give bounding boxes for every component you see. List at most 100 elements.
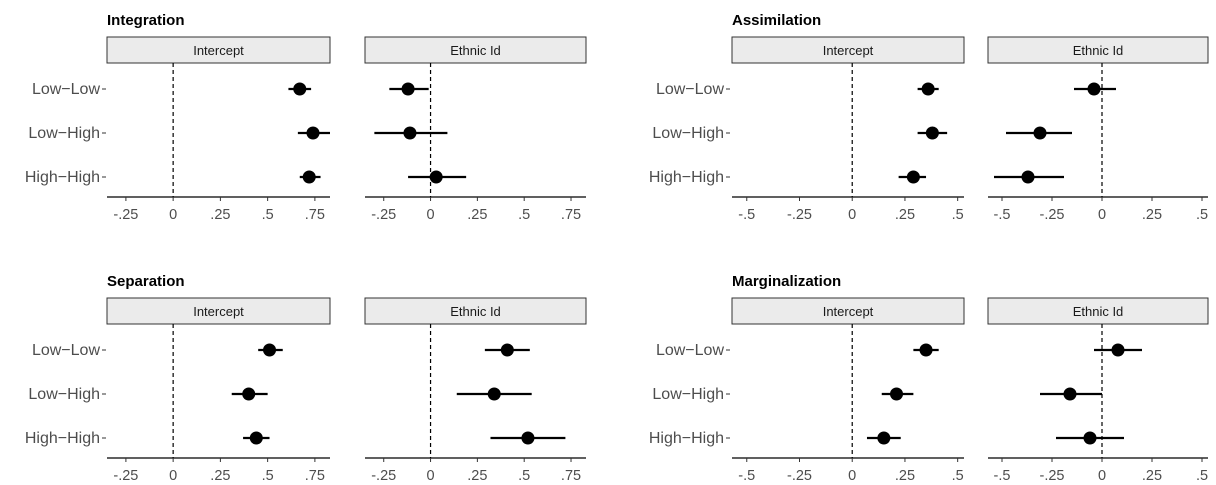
estimate-point bbox=[403, 126, 417, 140]
x-tick-label: 0 bbox=[427, 207, 435, 223]
strip-label: Ethnic Id bbox=[450, 304, 501, 319]
category-label: High−High bbox=[649, 169, 724, 186]
panel-ethnic-id: Ethnic Id -.25 0 .25 .5 .75 bbox=[364, 297, 587, 484]
strip-header bbox=[731, 36, 965, 64]
estimate-point bbox=[906, 170, 920, 184]
estimate-point bbox=[877, 431, 891, 445]
panel-intercept: Intercept -.25 0 .25 .5 .75 bbox=[106, 297, 331, 484]
x-tick-label: -.25 bbox=[371, 207, 396, 223]
panel-ethnic-id: Ethnic Id -.25 0 .25 .5 .75 bbox=[364, 36, 587, 223]
estimate-point bbox=[500, 343, 514, 357]
category-label: Low−High bbox=[652, 386, 724, 403]
estimate-point bbox=[1111, 343, 1125, 357]
strip-label: Intercept bbox=[823, 304, 874, 319]
estimate-point bbox=[429, 170, 443, 184]
strip-label: Intercept bbox=[823, 43, 874, 58]
x-tick-label: .25 bbox=[1142, 468, 1162, 484]
x-tick-label: -.25 bbox=[787, 468, 812, 484]
strip-label: Ethnic Id bbox=[1073, 43, 1124, 58]
x-tick-label: .5 bbox=[1196, 468, 1208, 484]
panel-ethnic-id: Ethnic Id -.5 -.25 0 .25 .5 bbox=[987, 36, 1209, 223]
x-tick-label: .5 bbox=[262, 468, 274, 484]
panel-intercept: Intercept -.5 -.25 0 .25 .5 bbox=[731, 297, 965, 484]
estimate-point bbox=[925, 126, 939, 140]
facet-block-integration: Integration Low−Low Low−High High−High Inter… bbox=[25, 12, 587, 223]
x-tick-label: 0 bbox=[169, 468, 177, 484]
strip-label: Intercept bbox=[193, 43, 244, 58]
strip-header bbox=[987, 297, 1209, 325]
x-tick-label: .25 bbox=[895, 207, 915, 223]
x-tick-label: .75 bbox=[561, 468, 581, 484]
x-tick-label: .25 bbox=[467, 207, 487, 223]
strip-label: Ethnic Id bbox=[450, 43, 501, 58]
estimate-point bbox=[890, 387, 904, 401]
strip-header bbox=[364, 36, 587, 64]
x-tick-label: -.5 bbox=[738, 207, 755, 223]
estimate-point bbox=[521, 431, 535, 445]
category-label: High−High bbox=[649, 430, 724, 447]
estimate-point bbox=[302, 170, 316, 184]
estimate-point bbox=[1033, 126, 1047, 140]
x-tick-label: 0 bbox=[848, 468, 856, 484]
strip-header bbox=[364, 297, 587, 325]
estimate-point bbox=[249, 431, 263, 445]
x-tick-label: .5 bbox=[518, 468, 530, 484]
x-tick-label: -.25 bbox=[1040, 207, 1065, 223]
category-label: Low−High bbox=[28, 125, 100, 142]
strip-header bbox=[731, 297, 965, 325]
chart-title: Assimilation bbox=[732, 12, 821, 29]
x-tick-label: 0 bbox=[169, 207, 177, 223]
estimate-point bbox=[487, 387, 501, 401]
x-tick-label: -.25 bbox=[787, 207, 812, 223]
estimate-point bbox=[293, 82, 307, 96]
estimate-point bbox=[1087, 82, 1101, 96]
x-tick-label: 0 bbox=[427, 468, 435, 484]
x-tick-label: .5 bbox=[1196, 207, 1208, 223]
strip-header bbox=[106, 36, 331, 64]
estimate-point bbox=[306, 126, 320, 140]
estimate-point bbox=[263, 343, 277, 357]
x-tick-label: .75 bbox=[305, 468, 325, 484]
estimate-point bbox=[1063, 387, 1077, 401]
category-label: High−High bbox=[25, 430, 100, 447]
x-tick-label: -.25 bbox=[371, 468, 396, 484]
x-tick-label: 0 bbox=[1098, 468, 1106, 484]
category-label: Low−Low bbox=[656, 81, 724, 98]
x-tick-label: .25 bbox=[895, 468, 915, 484]
chart-title: Integration bbox=[107, 12, 185, 29]
strip-header bbox=[987, 36, 1209, 64]
x-tick-label: 0 bbox=[1098, 207, 1106, 223]
panel-intercept: Intercept -.25 0 .25 .5 .75 bbox=[106, 36, 331, 223]
x-tick-label: .75 bbox=[305, 207, 325, 223]
x-tick-label: .75 bbox=[561, 207, 581, 223]
estimate-point bbox=[242, 387, 256, 401]
x-tick-label: .5 bbox=[262, 207, 274, 223]
panel-ethnic-id: Ethnic Id -.5 -.25 0 .25 .5 bbox=[987, 297, 1209, 484]
x-tick-label: .25 bbox=[467, 468, 487, 484]
strip-label: Ethnic Id bbox=[1073, 304, 1124, 319]
estimate-point bbox=[921, 82, 935, 96]
x-tick-label: -.25 bbox=[113, 207, 138, 223]
estimate-point bbox=[919, 343, 933, 357]
x-tick-label: 0 bbox=[848, 207, 856, 223]
x-tick-label: -.5 bbox=[994, 468, 1011, 484]
x-tick-label: .5 bbox=[518, 207, 530, 223]
estimate-point bbox=[401, 82, 415, 96]
x-tick-label: .5 bbox=[952, 207, 964, 223]
x-tick-label: -.5 bbox=[738, 468, 755, 484]
category-label: Low−High bbox=[652, 125, 724, 142]
x-tick-label: .5 bbox=[952, 468, 964, 484]
strip-label: Intercept bbox=[193, 304, 244, 319]
panel-intercept: Intercept -.5 -.25 0 .25 .5 bbox=[731, 36, 965, 223]
chart-title: Marginalization bbox=[732, 273, 841, 290]
estimate-point bbox=[1021, 170, 1035, 184]
x-tick-label: -.25 bbox=[113, 468, 138, 484]
category-label: Low−Low bbox=[656, 342, 724, 359]
x-tick-label: .25 bbox=[1142, 207, 1162, 223]
strip-header bbox=[106, 297, 331, 325]
facet-block-marginalization: Marginalization Low−Low Low−High High−High I… bbox=[649, 273, 1209, 484]
facet-block-separation: Separation Low−Low Low−High High−High Interc… bbox=[25, 273, 587, 484]
category-label: High−High bbox=[25, 169, 100, 186]
x-tick-label: -.5 bbox=[994, 207, 1011, 223]
